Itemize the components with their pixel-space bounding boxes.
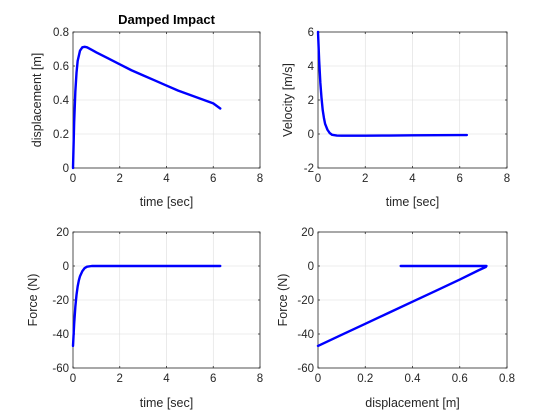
x-tick-label: 0 — [315, 373, 321, 385]
y-tick-label: 4 — [308, 61, 315, 73]
y-tick-label: 0.8 — [53, 27, 69, 39]
y-tick-label: 20 — [301, 227, 314, 239]
x-tick-label: 4 — [409, 173, 416, 185]
y-tick-label: 20 — [56, 227, 69, 239]
y-tick-label: -60 — [297, 363, 314, 375]
y-tick-label: -40 — [297, 329, 314, 341]
x-axis-label: time [sec] — [140, 396, 194, 410]
x-tick-label: 0.2 — [357, 373, 373, 385]
y-tick-label: 2 — [308, 95, 314, 107]
y-tick-label: 0 — [308, 261, 314, 273]
y-tick-label: -20 — [297, 295, 314, 307]
x-tick-label: 6 — [457, 173, 463, 185]
y-tick-label: 0.4 — [53, 95, 70, 107]
series-line — [316, 30, 469, 137]
x-tick-label: 6 — [210, 173, 216, 185]
y-tick-label: 0 — [63, 261, 69, 273]
subplot-displacement-vs-time: 0 2 4 6 8 0 0.2 0.4 0.6 0.8 Damped Impact time [s… — [30, 12, 263, 209]
y-axis-label: Force (N) — [26, 274, 40, 327]
y-tick-label: -40 — [52, 329, 69, 341]
y-tick-label: 0.2 — [53, 129, 69, 141]
x-tick-label: 0.4 — [405, 373, 422, 385]
x-tick-label: 8 — [257, 373, 263, 385]
x-tick-label: 2 — [117, 373, 123, 385]
x-tick-label: 0 — [70, 173, 76, 185]
y-tick-label: -60 — [52, 363, 69, 375]
series-line — [316, 264, 488, 348]
series-line — [71, 45, 222, 170]
chart-title: Damped Impact — [118, 12, 215, 27]
x-axis-label: time [sec] — [140, 195, 194, 209]
y-tick-label: 0 — [308, 129, 314, 141]
x-tick-label: 0 — [315, 173, 321, 185]
x-tick-label: 8 — [257, 173, 263, 185]
subplot-force-vs-time: 0 2 4 6 8 -60 -40 -20 0 20 time [sec] Force (N) — [26, 227, 263, 410]
subplot-force-vs-displacement: 0 0.2 0.4 0.6 0.8 -60 -40 -20 0 20 displacement [… — [276, 227, 515, 410]
x-tick-label: 0 — [70, 373, 76, 385]
y-axis-label: Velocity [m/s] — [281, 63, 295, 137]
x-axis-label: time [sec] — [386, 195, 440, 209]
x-tick-label: 6 — [210, 373, 216, 385]
x-axis-label: displacement [m] — [365, 396, 459, 410]
y-axis-label: Force (N) — [276, 274, 290, 327]
y-axis-label: displacement [m] — [30, 53, 44, 147]
y-tick-label: 0.6 — [53, 61, 69, 73]
x-tick-label: 4 — [163, 373, 170, 385]
x-tick-label: 4 — [163, 173, 170, 185]
series-line — [71, 264, 222, 348]
x-tick-label: 8 — [504, 173, 510, 185]
y-tick-label: -2 — [304, 163, 314, 175]
x-tick-label: 2 — [117, 173, 123, 185]
x-tick-label: 0.6 — [452, 373, 468, 385]
y-tick-label: 0 — [63, 163, 69, 175]
y-tick-label: 6 — [308, 27, 314, 39]
x-tick-label: 0.8 — [499, 373, 515, 385]
y-tick-label: -20 — [52, 295, 69, 307]
x-tick-label: 2 — [362, 173, 368, 185]
